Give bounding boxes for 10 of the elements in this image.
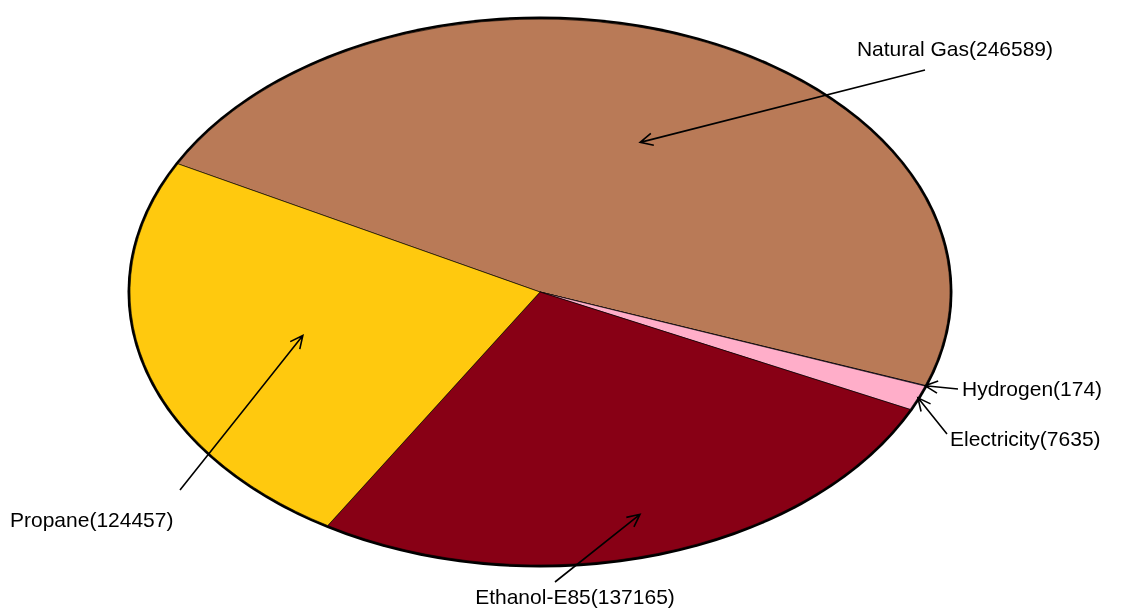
slice-label: Ethanol-E85 [475, 585, 591, 608]
legend-label: Hydrogen [962, 377, 1054, 400]
data-label: (137165) [590, 585, 675, 608]
data-label: (124457) [89, 508, 174, 531]
data-label: (7635) [1039, 427, 1101, 450]
slice-label: Propane [10, 508, 90, 531]
slice-label: Natural Gas [856, 37, 969, 60]
slice-label: Electricity [950, 427, 1041, 450]
data-label: (174) [1053, 377, 1103, 400]
data-label: (246589) [968, 37, 1054, 60]
